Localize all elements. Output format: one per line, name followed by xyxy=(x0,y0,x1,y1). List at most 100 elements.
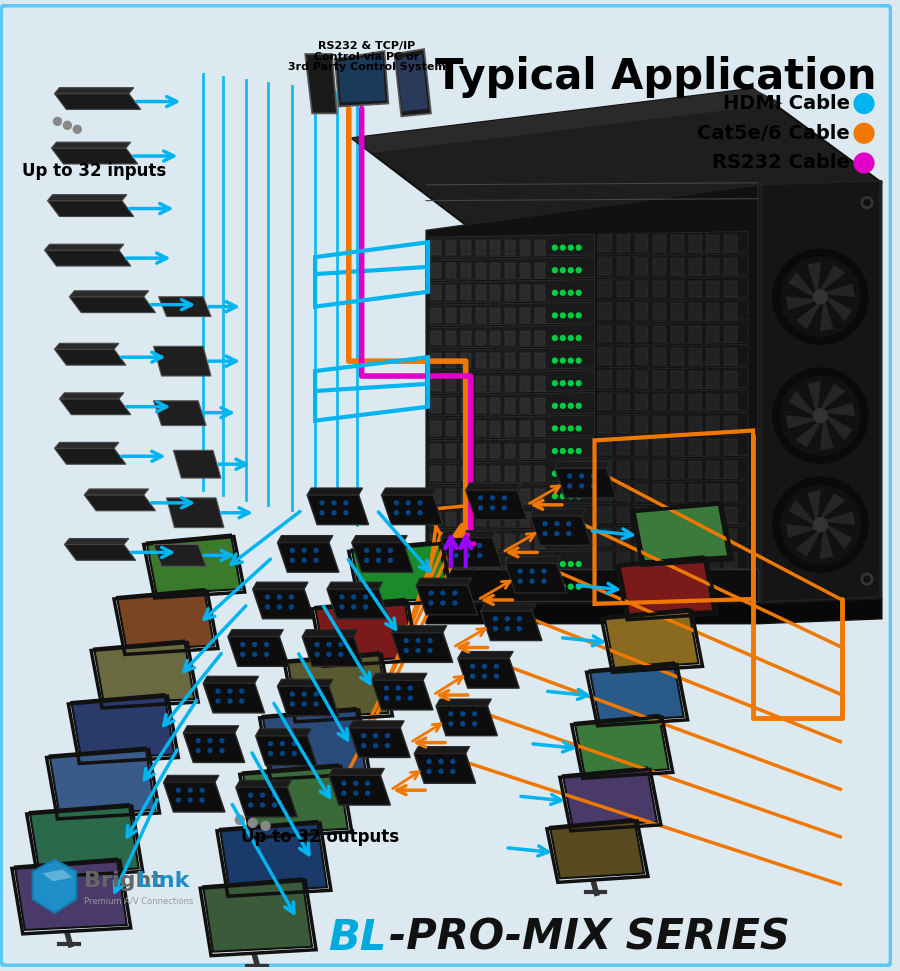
Circle shape xyxy=(63,121,71,129)
Bar xyxy=(461,444,471,458)
Polygon shape xyxy=(335,51,389,107)
Bar xyxy=(446,466,455,481)
Polygon shape xyxy=(305,54,337,114)
Bar xyxy=(724,484,737,501)
Circle shape xyxy=(576,539,581,544)
Bar xyxy=(520,489,530,504)
Circle shape xyxy=(266,595,269,599)
Circle shape xyxy=(344,511,347,515)
Circle shape xyxy=(441,591,445,595)
Bar xyxy=(491,580,500,594)
Circle shape xyxy=(543,531,547,536)
Text: RS232 Cable: RS232 Cable xyxy=(712,153,850,173)
Bar xyxy=(724,235,737,251)
Circle shape xyxy=(451,759,454,763)
Polygon shape xyxy=(396,54,428,112)
Polygon shape xyxy=(426,599,882,623)
Bar xyxy=(446,308,455,322)
Polygon shape xyxy=(786,524,815,538)
Circle shape xyxy=(561,290,565,295)
Bar xyxy=(431,331,441,346)
Polygon shape xyxy=(327,589,389,619)
Circle shape xyxy=(248,793,253,797)
Bar xyxy=(653,303,666,319)
Polygon shape xyxy=(349,720,404,727)
Bar xyxy=(475,580,485,594)
Circle shape xyxy=(561,539,565,544)
Bar xyxy=(475,353,485,368)
Circle shape xyxy=(340,605,344,609)
Circle shape xyxy=(561,403,565,409)
Bar xyxy=(724,575,737,591)
Bar xyxy=(724,349,737,365)
Bar xyxy=(706,575,719,591)
Circle shape xyxy=(453,591,457,595)
Bar xyxy=(491,331,500,346)
Polygon shape xyxy=(825,284,855,297)
Circle shape xyxy=(292,752,296,755)
Polygon shape xyxy=(329,775,391,805)
Bar xyxy=(431,263,441,278)
Polygon shape xyxy=(30,804,139,874)
Polygon shape xyxy=(45,245,124,251)
Polygon shape xyxy=(154,545,206,566)
Bar xyxy=(617,484,630,501)
Circle shape xyxy=(561,517,565,521)
Circle shape xyxy=(568,449,573,453)
Polygon shape xyxy=(59,393,124,399)
Circle shape xyxy=(864,200,870,206)
Bar xyxy=(536,489,545,504)
Bar xyxy=(446,285,455,300)
Circle shape xyxy=(561,471,565,476)
Bar xyxy=(475,512,485,526)
Circle shape xyxy=(591,474,596,478)
Circle shape xyxy=(781,485,860,564)
Circle shape xyxy=(332,511,336,515)
Bar xyxy=(505,556,515,571)
Circle shape xyxy=(576,585,581,589)
Polygon shape xyxy=(349,727,410,757)
Polygon shape xyxy=(352,543,413,572)
Polygon shape xyxy=(821,492,845,519)
Polygon shape xyxy=(429,483,595,507)
Bar xyxy=(653,484,666,501)
Bar xyxy=(688,417,701,433)
Circle shape xyxy=(493,617,498,620)
Circle shape xyxy=(773,477,868,572)
Circle shape xyxy=(576,403,581,409)
Circle shape xyxy=(555,521,559,525)
Circle shape xyxy=(567,521,571,525)
Polygon shape xyxy=(51,142,130,149)
Polygon shape xyxy=(307,495,369,524)
Circle shape xyxy=(568,561,573,566)
Circle shape xyxy=(376,558,381,562)
Circle shape xyxy=(505,626,509,630)
Circle shape xyxy=(478,553,482,557)
Bar xyxy=(520,331,530,346)
Circle shape xyxy=(315,643,320,647)
Circle shape xyxy=(553,245,557,251)
Polygon shape xyxy=(598,503,748,526)
Bar xyxy=(431,556,441,571)
Bar xyxy=(505,376,515,390)
Circle shape xyxy=(472,721,477,725)
Bar xyxy=(536,285,545,300)
Circle shape xyxy=(576,426,581,431)
Polygon shape xyxy=(598,321,748,346)
Bar xyxy=(724,393,737,410)
Circle shape xyxy=(406,501,410,505)
Bar xyxy=(461,398,471,414)
Circle shape xyxy=(188,788,193,792)
Circle shape xyxy=(364,549,369,552)
Bar xyxy=(505,466,515,481)
Polygon shape xyxy=(228,629,284,637)
Circle shape xyxy=(394,511,399,515)
Polygon shape xyxy=(807,381,821,411)
Circle shape xyxy=(814,289,827,304)
Bar xyxy=(475,263,485,278)
Circle shape xyxy=(320,501,324,505)
Circle shape xyxy=(465,553,470,557)
Bar xyxy=(431,512,441,526)
Circle shape xyxy=(553,561,557,566)
Text: Up to 32 inputs: Up to 32 inputs xyxy=(22,162,166,180)
